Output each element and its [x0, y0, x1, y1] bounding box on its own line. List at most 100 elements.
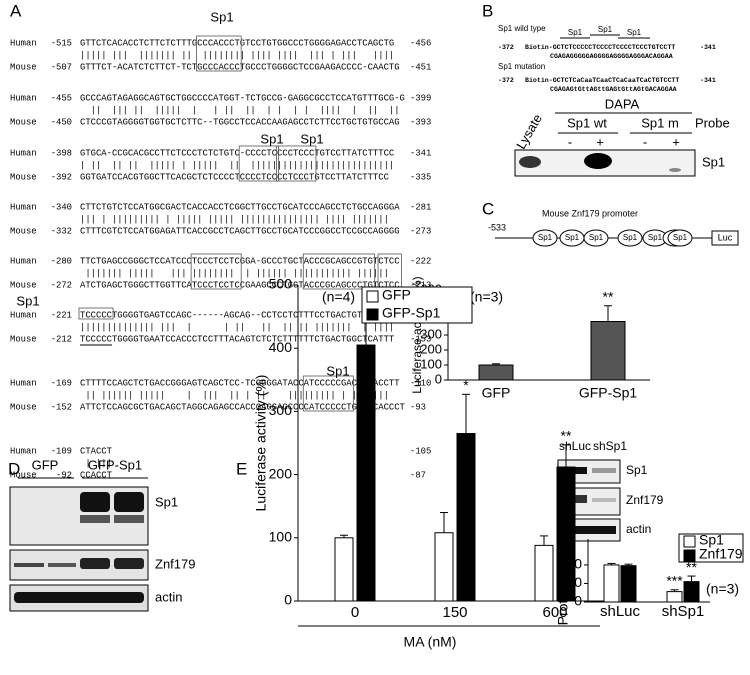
- site-ellipse: [583, 229, 609, 247]
- y-tick-label: 0: [574, 593, 582, 609]
- y-tick-label: 400: [269, 339, 293, 355]
- probe-seq: Biotin-GCTCTCCCCCTCCCCTCCCCTCCCTGTCCTT: [525, 44, 675, 51]
- y-tick-label: 0: [284, 592, 292, 608]
- n-note: (n=4): [322, 289, 355, 305]
- y-tick-label: 100: [420, 356, 442, 371]
- lane-label: Sp1 m: [641, 115, 679, 130]
- legend-swatch: [683, 535, 696, 548]
- reporter-box: [711, 230, 739, 246]
- site-ellipse: [532, 229, 558, 247]
- position: -153: [410, 334, 431, 344]
- y-axis-label: Protein levels (%): [555, 516, 571, 626]
- position: -340: [51, 202, 72, 212]
- sequence: CTCCCGTAGGGGTGGTGCTCTTC--TGGCCTCCACCAAGA…: [80, 117, 400, 127]
- legend-swatch: [366, 308, 379, 321]
- position: -110: [410, 378, 431, 388]
- species: Human: [10, 93, 37, 103]
- position: -272: [51, 280, 72, 290]
- bar: [478, 364, 514, 381]
- panel-letter: E: [236, 459, 247, 478]
- match-line: ||||||| ||||| ||| |||||||| | |||||| ||||…: [80, 268, 389, 278]
- legend-label: GFP: [382, 287, 411, 303]
- bar: [590, 321, 626, 381]
- sequence: GCCCAGTAGAGGCAGTGCTGGCCCCATGGT-TCTGCCG-G…: [80, 93, 405, 103]
- y-tick-label: 100: [559, 556, 583, 572]
- bar: [603, 564, 620, 603]
- probe-seq: CGAGAGGGGGAGGGGAGGGGAGGGACAGGAA: [550, 53, 673, 60]
- match-line: || |||||| ||||| | ||| || | || ||||||||| …: [80, 390, 389, 400]
- site-box: [302, 375, 354, 412]
- position: -87: [410, 470, 426, 480]
- panel-letter: C: [482, 199, 494, 218]
- sequence: GTTCTCACACCTCTTCTCTTTGCCCACCCTGTCCTGTGGC…: [80, 38, 394, 48]
- site-box: [196, 35, 242, 72]
- blot-b: [514, 149, 696, 177]
- position: -399: [410, 93, 431, 103]
- significance: *: [463, 377, 469, 393]
- y-tick-label: 100: [269, 529, 293, 545]
- y-tick-label: 300: [269, 402, 293, 418]
- site-label: Sp1: [589, 233, 604, 242]
- site-box: [302, 253, 376, 290]
- position: -93: [410, 402, 426, 412]
- lane-label: Probe: [695, 115, 730, 130]
- match-line: | |||: [80, 458, 112, 468]
- lane-sign: -: [568, 134, 572, 149]
- site-label: Sp1: [565, 233, 580, 242]
- legend-label: Znf179: [699, 546, 743, 562]
- site-label: Sp1: [673, 233, 688, 242]
- blot-label: Znf179: [626, 493, 664, 507]
- site-label: Sp1: [648, 233, 663, 242]
- position: -281: [410, 202, 431, 212]
- site-box: [238, 145, 279, 182]
- sequence: ATCTGAGCTGGGCTTGGTTCATCCCTCCTCCGAAGCCCTG…: [80, 280, 400, 290]
- position: -221: [51, 310, 72, 320]
- position: -450: [51, 117, 72, 127]
- site-label: Sp1: [627, 28, 642, 37]
- species: Mouse: [10, 172, 37, 182]
- probe-seq: Biotin-GCTCTCaCaaTCaaCTCaCaaTCaCTGTCCTT: [525, 77, 679, 84]
- group-label: GFP-Sp1: [88, 457, 142, 472]
- x-tick-label: 150: [442, 604, 467, 621]
- sequence: CTACCT: [80, 446, 112, 456]
- sequence: TCCCCCTGGGGTGAATCCACCCTCCTTTACAGTCTCTCTT…: [80, 334, 394, 344]
- match-line: | || || || ||||| | ||||| || ||||||||||||…: [80, 160, 394, 170]
- match-line: || ||| || ||||| | | || || | | | | |||| |…: [80, 105, 405, 115]
- site-label: Sp1: [326, 363, 349, 378]
- x-tick-label: shLuc: [600, 603, 641, 620]
- probe-title: Sp1 mutation: [498, 62, 545, 71]
- significance: **: [686, 559, 697, 575]
- y-tick-label: 200: [269, 465, 293, 481]
- position: -105: [410, 446, 431, 456]
- bar: [620, 565, 637, 603]
- position: -456: [410, 38, 431, 48]
- blot-label: actin: [155, 589, 182, 604]
- species: Mouse: [10, 226, 37, 236]
- blot-label: Znf179: [155, 556, 195, 571]
- y-tick-label: 50: [566, 574, 582, 590]
- band-label: Sp1: [702, 154, 725, 169]
- panel-letter: B: [482, 1, 493, 20]
- position: -280: [51, 256, 72, 266]
- blot-d: [9, 486, 149, 612]
- dapa-title: DAPA: [605, 96, 640, 111]
- sequence: CTTTTCCAGCTCTGACCGGGAGTCAGCTCC-TCGGGGATA…: [80, 378, 400, 388]
- position: -169: [51, 378, 72, 388]
- panel-letter: D: [8, 459, 20, 478]
- y-tick-label: 0: [435, 371, 442, 386]
- y-axis-label: Luciferase activity (%): [253, 375, 269, 512]
- legend-swatch: [683, 549, 696, 562]
- site-label: Sp1: [598, 25, 613, 34]
- probe-seq: CGAGAGtGttAGttGAGtGttAGtGACAGGAA: [550, 86, 677, 93]
- species: Human: [10, 378, 37, 388]
- legend-swatch: [366, 290, 379, 303]
- site-box: [276, 145, 317, 182]
- site-label: Sp1: [300, 131, 323, 146]
- sequence: ATTCTCCAGCGCTGACAGCTAGGCAGAGCCACCGAGGAGC…: [80, 402, 405, 412]
- x-tick-label: GFP: [482, 385, 511, 401]
- sequence: CTTCTGTCTCCATGGCGACTCACCACCTCGGCTTGCCTGC…: [80, 202, 400, 212]
- position: -335: [410, 172, 431, 182]
- site-ellipse: [617, 229, 643, 247]
- bar: [666, 591, 683, 603]
- bar: [434, 532, 454, 602]
